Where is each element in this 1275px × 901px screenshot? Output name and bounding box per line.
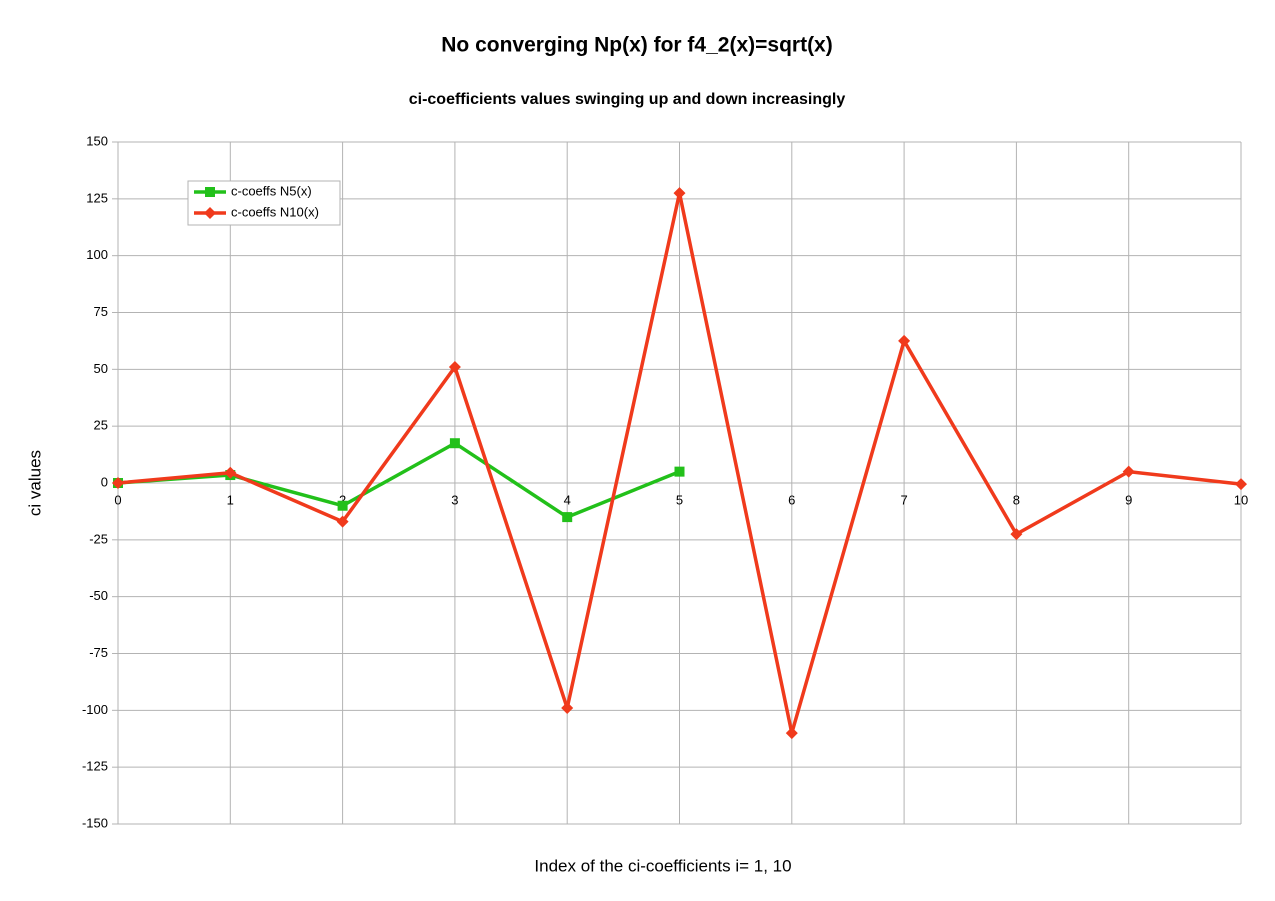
- marker: [337, 500, 348, 511]
- y-tick-label: 50: [94, 361, 108, 376]
- legend-label: c-coeffs N10(x): [231, 204, 319, 219]
- y-tick-label: -100: [82, 702, 108, 717]
- legend-label: c-coeffs N5(x): [231, 183, 312, 198]
- y-tick-label: -25: [89, 531, 108, 546]
- y-tick-label: -125: [82, 759, 108, 774]
- y-tick-label: -50: [89, 588, 108, 603]
- y-tick-label: 25: [94, 418, 108, 433]
- marker: [336, 515, 349, 528]
- y-axis-label: ci values: [25, 450, 44, 516]
- y-tick-label: 100: [86, 247, 108, 262]
- marker: [673, 187, 686, 200]
- y-tick-label: -75: [89, 645, 108, 660]
- series-line: [117, 441, 681, 519]
- marker: [112, 477, 124, 489]
- marker: [224, 466, 237, 479]
- marker: [674, 466, 685, 477]
- chart-title: No converging Np(x) for f4_2(x)=sqrt(x): [441, 34, 832, 57]
- x-tick-label: 9: [1125, 492, 1132, 507]
- chart-subtitle: ci-coefficients values swinging up and d…: [409, 91, 846, 108]
- marker: [204, 207, 216, 219]
- marker: [205, 187, 215, 197]
- marker: [898, 334, 911, 347]
- marker: [1122, 465, 1135, 478]
- marker: [1235, 478, 1247, 491]
- marker: [785, 727, 798, 740]
- x-tick-label: 10: [1234, 492, 1248, 507]
- y-tick-label: -150: [82, 815, 108, 830]
- x-tick-label: 8: [1013, 492, 1020, 507]
- y-tick-label: 150: [86, 133, 108, 148]
- legend: c-coeffs N5(x) c-coeffs N10(x): [187, 180, 341, 226]
- x-tick-label: 5: [676, 492, 683, 507]
- x-tick-label: 2: [339, 492, 346, 507]
- y-tick-label: 75: [94, 304, 108, 319]
- y-tick-label: 0: [101, 474, 108, 489]
- x-tick-label: 6: [788, 492, 795, 507]
- x-tick-label: 0: [114, 492, 121, 507]
- x-tick-label: 1: [227, 492, 234, 507]
- marker: [1010, 528, 1023, 541]
- x-tick-label: 3: [451, 492, 458, 507]
- x-tick-label: 4: [564, 492, 571, 507]
- x-tick-label: 7: [900, 492, 907, 507]
- x-axis-label: Index of the ci-coefficients i= 1, 10: [534, 856, 791, 875]
- marker: [448, 361, 461, 374]
- marker: [449, 438, 460, 449]
- marker: [562, 512, 573, 523]
- marker: [561, 702, 574, 715]
- y-tick-label: 125: [86, 190, 108, 205]
